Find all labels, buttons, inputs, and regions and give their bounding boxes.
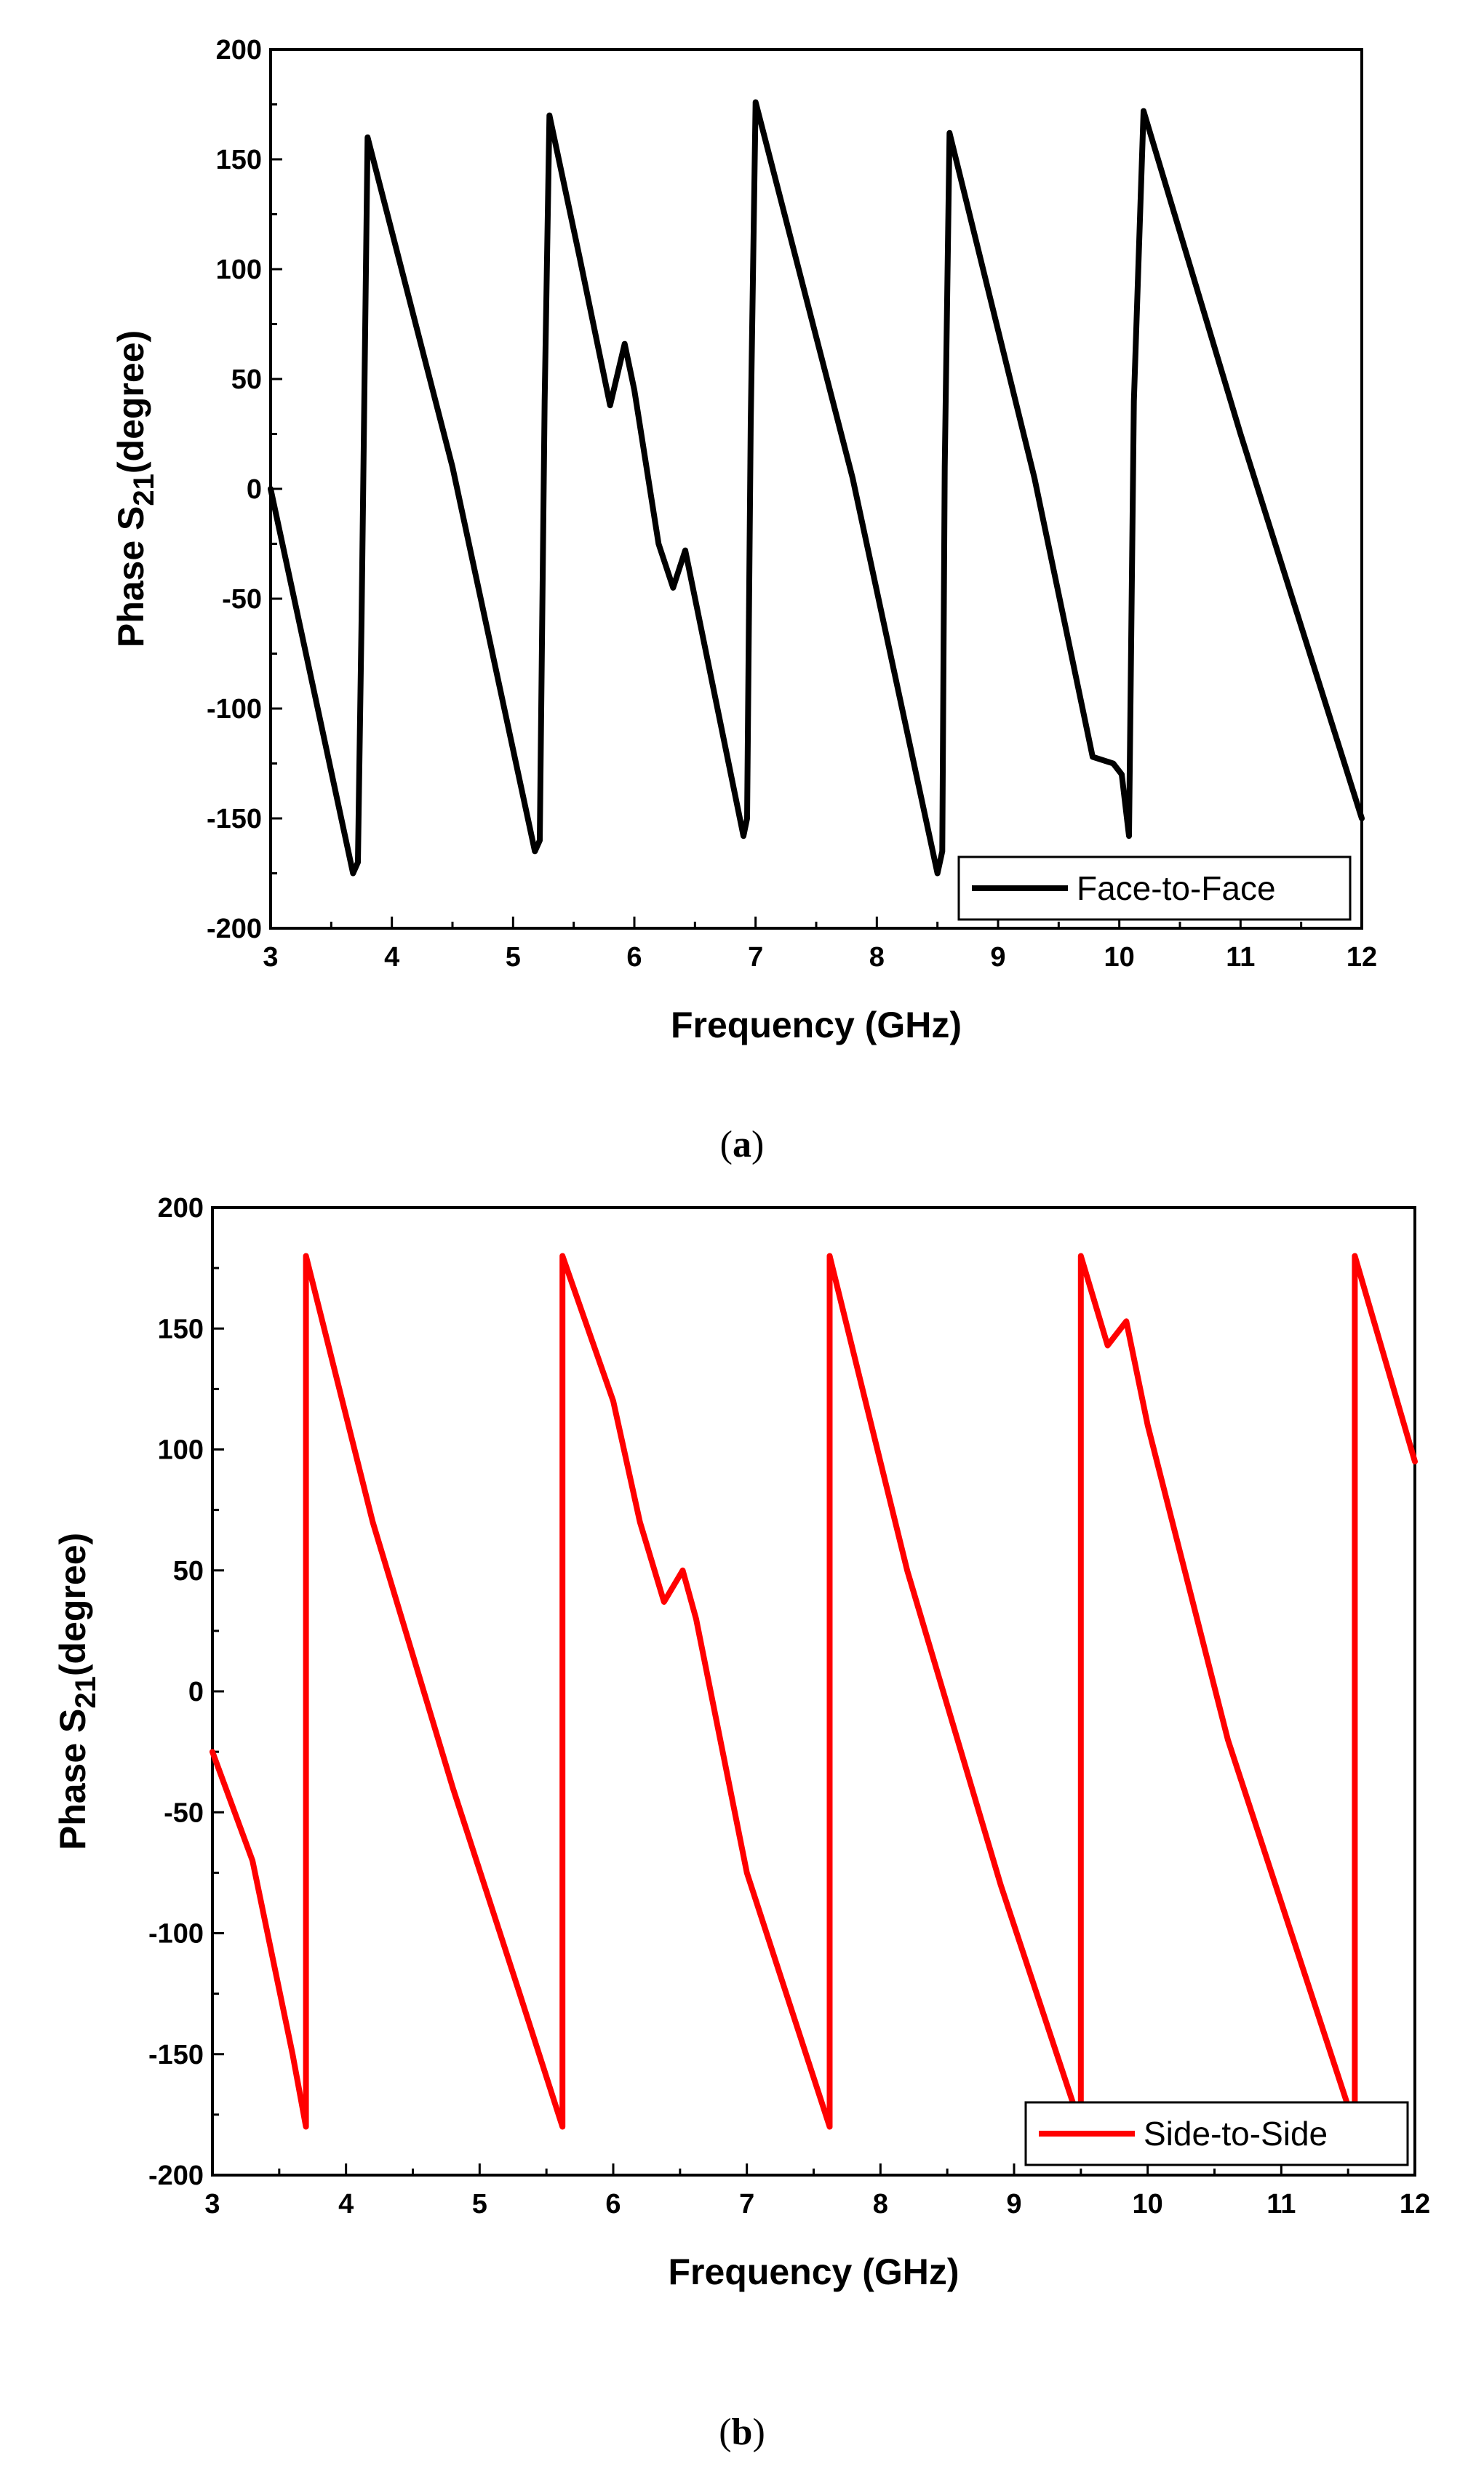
panel-a-x-tick-label: 11 [1226,942,1255,973]
panel-a-y-tick-label: 50 [231,364,262,395]
chart-panel-a: 3 4 5 6 7 8 9 10 11 12 -200 -150 -100 -50 0 50 100 150 200… [111,35,1377,1045]
panel-b-y-tick-label: -150 [148,2040,204,2070]
panel-b-y-tick-label: -200 [148,2161,204,2191]
panel-a-x-tick-label: 6 [626,942,642,973]
panel-b-x-axis-title: Frequency (GHz) [668,2251,959,2292]
caption-a-letter: a [733,1124,751,1165]
panel-a-x-tick-label: 5 [506,942,521,973]
panel-a-x-tick-label: 4 [384,942,399,973]
chart-panel-b: 3 4 5 6 7 8 9 10 11 12 -200 -150 -100 -50 0 50 100 150 200… [52,1193,1430,2292]
panel-a-x-tick-label: 12 [1347,942,1377,973]
caption-a: (a) [720,1124,765,1165]
panel-b-y-tick-label: 0 [188,1677,204,1707]
panel-b-y-axis-title: Phase S21(degree) [52,1533,102,1850]
panel-a-y-tick-label: 100 [216,255,262,285]
panel-b-y-tick-label: 50 [173,1556,204,1587]
panel-a-y-tick-label: -200 [207,914,262,944]
panel-a-x-tick-label: 9 [990,942,1005,973]
panel-a-x-tick-label: 8 [869,942,885,973]
panel-b-series-line [210,1253,1418,2130]
panel-a-x-tick-label: 3 [263,942,278,973]
panel-a-x-tick-label: 7 [748,942,763,973]
panel-b-plot-frame [211,1206,1416,2177]
panel-b-y-tick-label: -100 [148,1919,204,1950]
panel-b-y-tick-label: -50 [164,1798,204,1828]
panel-a-series-line [268,99,1365,877]
panel-a-y-tick-label: -150 [207,804,262,834]
panel-a-x-axis-title: Frequency (GHz) [671,1005,962,1045]
panel-b-y-tick-label: 150 [158,1314,204,1344]
panel-a-x-tick-label: 10 [1104,942,1135,973]
panel-a-legend-label: Face-to-Face [1077,869,1276,907]
panel-b-x-tick-label: 3 [204,2189,220,2219]
caption-b-letter: b [732,2412,753,2453]
panel-b-x-tick-label: 10 [1133,2189,1163,2219]
caption-b: (b) [719,2412,765,2453]
panel-b-legend-label: Side-to-Side [1144,2115,1328,2153]
panel-b-x-tick-label: 11 [1266,2189,1296,2219]
panel-a-y-axis-title: Phase S21(degree) [111,330,160,647]
panel-b-x-tick-label: 5 [472,2189,487,2219]
panel-a-y-tick-label: 200 [216,35,262,65]
panel-a-plot-frame [269,48,1363,930]
panel-a-y-tick-label: 150 [216,145,262,175]
panel-b-x-tick-label: 12 [1400,2189,1430,2219]
panel-b-y-tick-label: 200 [158,1193,204,1224]
panel-a-y-tick-label: 0 [247,474,262,505]
panel-b-x-tick-label: 8 [873,2189,888,2219]
panel-b-x-tick-label: 9 [1006,2189,1021,2219]
panel-a-y-tick-label: -50 [222,584,262,615]
panel-a-y-tick-label: -100 [207,694,262,725]
panel-b-x-tick-label: 6 [605,2189,621,2219]
panel-b-x-tick-label: 7 [739,2189,754,2219]
panel-b-x-tick-label: 4 [338,2189,354,2219]
panel-b-y-tick-label: 100 [158,1435,204,1466]
